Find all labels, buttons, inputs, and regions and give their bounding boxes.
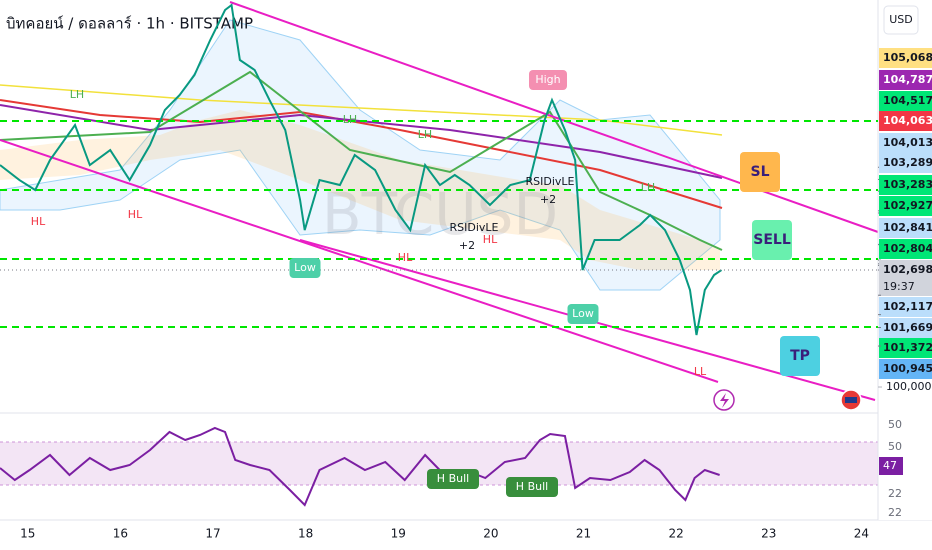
price-label-box [879, 359, 932, 379]
price-label: 100,945 [883, 362, 932, 375]
annotation-box [529, 70, 567, 90]
decoration [0, 0, 932, 521]
price-label-box [879, 153, 932, 173]
x-tick-label: 19 [391, 527, 406, 541]
annotation: HL [483, 233, 498, 246]
price-label: 104,013 [883, 136, 932, 149]
price-label-box [879, 196, 932, 216]
series-line [0, 3, 723, 336]
annotation-box [567, 304, 599, 324]
annotation-box [780, 336, 820, 376]
price-label: 102,927 [883, 199, 932, 212]
annotation-box [752, 220, 792, 260]
annotation-label: TP [790, 348, 810, 364]
x-tick-label: 15 [20, 527, 35, 541]
price-label: 103,289 [883, 156, 932, 169]
price-label-box [879, 260, 932, 296]
price-label: 104,517 [883, 94, 932, 107]
price-label-box [879, 318, 932, 338]
annotation-label: H Bull [437, 472, 469, 485]
annotation-label: SELL [753, 232, 791, 248]
price-label-box [879, 218, 932, 238]
price-label-box [879, 91, 932, 111]
annotation: LH [343, 113, 357, 126]
rsi-value-box [879, 457, 903, 475]
rsi-axis-label: 22 [888, 487, 902, 500]
price-label: 102,117 [883, 300, 932, 313]
annotation-box [289, 258, 321, 278]
price-label-box [879, 338, 932, 358]
annotation: +2 [540, 193, 556, 206]
price-label-box [879, 48, 932, 68]
x-tick-label: 17 [205, 527, 220, 541]
price-label: 104,787 [883, 73, 932, 86]
annotation-box [740, 152, 780, 192]
price-label-box [879, 70, 932, 90]
channel-line [0, 139, 719, 383]
y-tick-label: 100,000 [886, 380, 932, 393]
currency-button[interactable] [883, 5, 919, 35]
annotation-label: Low [294, 261, 316, 274]
annotation: +2 [459, 239, 475, 252]
rsi-value-label: 47 [883, 459, 897, 472]
price-label-box [879, 297, 932, 317]
annotation: LH [418, 128, 432, 141]
countdown: 19:37 [883, 280, 915, 293]
price-label: 105,068 [883, 51, 932, 64]
annotation-label: High [535, 73, 560, 86]
price-label: 103,283 [883, 178, 932, 191]
rsi-axis-label: 22 [888, 506, 902, 519]
price-label: 102,698 [883, 263, 932, 276]
flag-icon-glyph [845, 397, 857, 403]
x-tick-label: 24 [854, 527, 869, 541]
price-label: 101,669 [883, 321, 932, 334]
x-tick-label: 18 [298, 527, 313, 541]
rsi-axis-label: 50 [888, 418, 902, 431]
annotation-box [506, 477, 558, 497]
event-icon-glyph [720, 393, 729, 408]
price-label-box [879, 239, 932, 259]
price-label: 104,063 [883, 114, 932, 127]
annotation: LH [70, 88, 84, 101]
annotation: RSIDivLE [450, 221, 499, 234]
annotation-label: H Bull [516, 480, 548, 493]
band [0, 19, 721, 291]
price-label: 101,372 [883, 341, 932, 354]
series-line [0, 426, 720, 507]
currency-button-label: USD [889, 13, 913, 26]
channel-line [229, 1, 879, 233]
price-label-box [879, 133, 932, 153]
ma-line [0, 84, 723, 136]
x-tick-label: 21 [576, 527, 591, 541]
annotation: LH [641, 181, 655, 194]
price-label-box [879, 175, 932, 195]
annotation-label: SL [750, 164, 769, 180]
annotation: RSIDivLE [526, 175, 575, 188]
annotation-label: Low [572, 307, 594, 320]
annotation-box [427, 469, 479, 489]
annotation: LL [694, 365, 707, 378]
watermark: BTCUSD [322, 180, 558, 248]
price-label-box [879, 111, 932, 131]
x-tick-label: 23 [761, 527, 776, 541]
chart-title: บิทคอยน์ / ดอลลาร์ · 1h · BITSTAMP [6, 15, 253, 33]
x-tick-label: 20 [483, 527, 498, 541]
annotation: HL [128, 208, 143, 221]
annotation: HL [31, 215, 46, 228]
x-tick-label: 22 [668, 527, 683, 541]
x-tick-label: 16 [113, 527, 128, 541]
rsi-axis-label: 50 [888, 440, 902, 453]
annotation: HL [398, 251, 413, 264]
ma-line [0, 70, 723, 251]
ma-line [0, 104, 723, 179]
price-label: 102,804 [883, 242, 932, 255]
price-label: 102,841 [883, 221, 932, 234]
plot-layer: 100,000 105,068 104,787 104,517 104,063 104,0… [0, 3, 932, 541]
